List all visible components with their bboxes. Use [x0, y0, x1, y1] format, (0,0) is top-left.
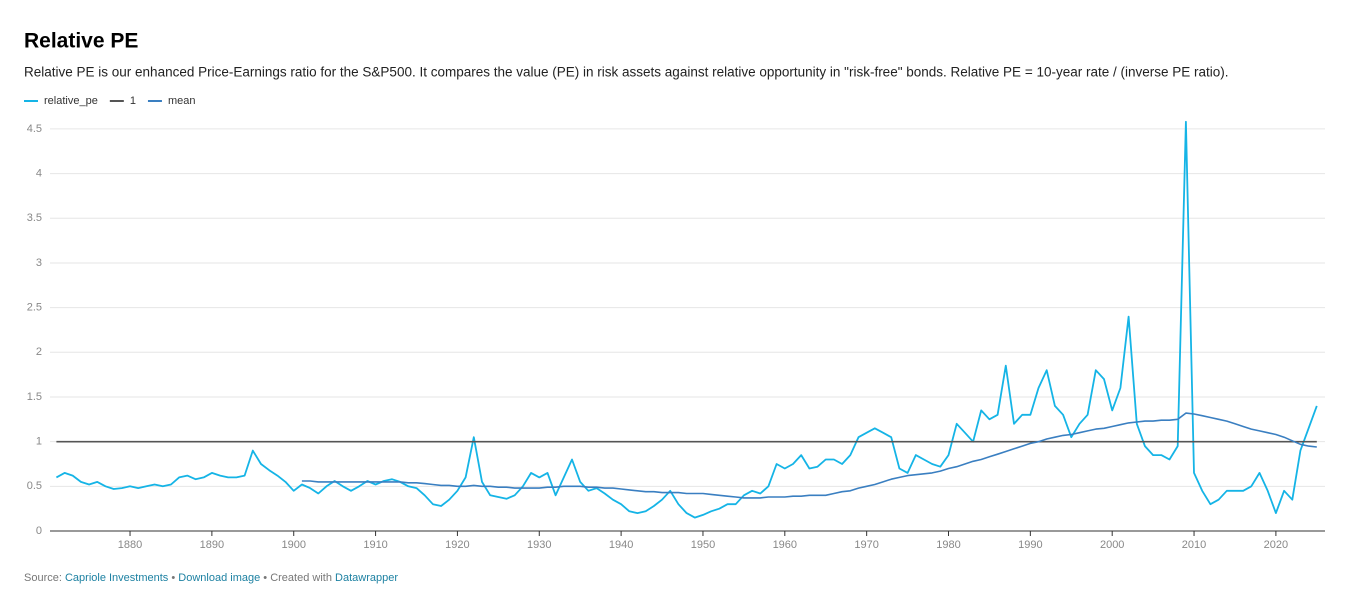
- x-tick-label: 2020: [1264, 539, 1288, 551]
- x-tick-label: 1880: [118, 539, 142, 551]
- x-tick-label: 1900: [281, 539, 305, 551]
- x-tick-label: 1960: [773, 539, 797, 551]
- x-tick-label: 1930: [527, 539, 551, 551]
- y-tick-label: 3.5: [27, 212, 42, 224]
- created-text: Created with: [270, 572, 332, 584]
- legend-label: mean: [168, 95, 196, 107]
- source-label: Source:: [24, 572, 62, 584]
- y-tick-label: 1: [36, 436, 42, 448]
- footer: Source: Capriole Investments • Download …: [24, 572, 398, 584]
- y-tick-label: 3: [36, 257, 42, 269]
- x-tick-label: 2000: [1100, 539, 1124, 551]
- x-tick-label: 1920: [445, 539, 469, 551]
- legend-label: 1: [130, 95, 136, 107]
- x-tick-label: 1980: [936, 539, 960, 551]
- x-tick-label: 2010: [1182, 539, 1206, 551]
- source-link[interactable]: Capriole Investments: [65, 572, 169, 584]
- y-tick-label: 4: [36, 168, 42, 180]
- y-tick-label: 0.5: [27, 480, 42, 492]
- legend-label: relative_pe: [44, 95, 98, 107]
- x-tick-label: 1940: [609, 539, 633, 551]
- tool-link[interactable]: Datawrapper: [335, 572, 398, 584]
- line: [301, 412, 1317, 499]
- line: [55, 120, 1318, 519]
- y-tick-label: 4.5: [27, 123, 42, 135]
- y-tick-label: 2.5: [27, 302, 42, 314]
- x-tick-label: 1890: [200, 539, 224, 551]
- x-tick-label: 1950: [691, 539, 715, 551]
- y-tick-label: 1.5: [27, 391, 42, 403]
- x-tick-label: 1970: [854, 539, 878, 551]
- chart-subtitle: Relative PE is our enhanced Price-Earnin…: [24, 65, 1229, 80]
- x-tick-label: 1990: [1018, 539, 1042, 551]
- y-tick-label: 2: [36, 346, 42, 358]
- y-tick-label: 0: [36, 525, 42, 537]
- download-link[interactable]: Download image: [178, 572, 260, 584]
- chart-title: Relative PE: [24, 30, 138, 53]
- x-tick-label: 1910: [363, 539, 387, 551]
